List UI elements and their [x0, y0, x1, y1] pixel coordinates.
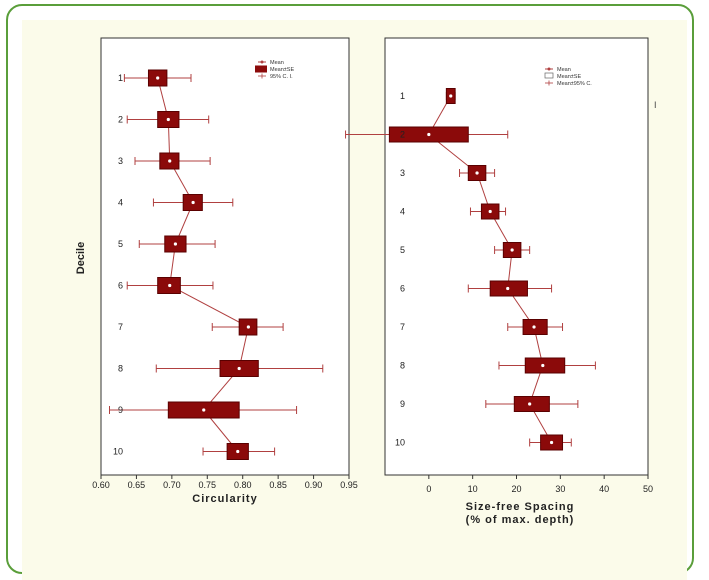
- y-category-label: 9: [400, 399, 405, 409]
- x-tick-label: 30: [555, 484, 565, 494]
- y-category-label: 8: [118, 364, 123, 374]
- x-tick-label: 40: [599, 484, 609, 494]
- mean-line: [428, 95, 553, 443]
- y-category-label: 10: [395, 438, 405, 448]
- x-axis-label: Circularity: [192, 493, 257, 505]
- mean-point: [488, 209, 492, 214]
- mean-point: [528, 402, 532, 406]
- mean-point: [549, 440, 554, 445]
- x-tick-label: 0: [426, 484, 431, 494]
- y-category-label: 4: [400, 207, 405, 217]
- chart-1: [100, 37, 350, 479]
- mean-point: [168, 283, 172, 288]
- mean-point: [236, 449, 240, 454]
- y-category-label: 10: [113, 447, 123, 457]
- mean-point: [202, 408, 206, 412]
- x-tick-label: 0.65: [128, 480, 146, 490]
- legend-mean-dot: [547, 67, 551, 71]
- mean-point: [237, 366, 241, 371]
- y-category-label: 7: [118, 322, 123, 332]
- x-axis-label-line1: Size-free Spacing: [466, 501, 575, 513]
- y-category-label: 2: [400, 130, 405, 140]
- y-category-label: 6: [400, 284, 405, 294]
- mean-point: [168, 159, 172, 163]
- legend-box-swatch: [255, 65, 267, 73]
- legend-label: Mean±SE: [557, 74, 581, 80]
- x-tick-label: 10: [468, 484, 478, 494]
- legend-mean-dot: [260, 60, 264, 64]
- y-category-label: 5: [400, 245, 405, 255]
- x-tick-label: 0.90: [305, 480, 323, 490]
- y-category-label: 1: [118, 73, 123, 83]
- mean-point: [156, 76, 160, 80]
- mean-point: [246, 325, 250, 329]
- legend-box-swatch: [544, 72, 554, 79]
- y-axis-label: Decile: [75, 242, 87, 274]
- y-category-label: 9: [118, 405, 123, 415]
- x-tick-label: 0.75: [199, 480, 217, 490]
- y-category-label: 3: [118, 156, 123, 166]
- se-box: [513, 396, 550, 412]
- x-tick-label: 0.95: [340, 480, 358, 490]
- mean-point: [541, 363, 545, 368]
- y-category-label: 5: [118, 239, 123, 249]
- legend-label: Mean: [557, 67, 571, 73]
- y-category-label: 3: [400, 168, 405, 178]
- x-tick-label: 0.60: [92, 480, 110, 490]
- x-tick-label: 50: [643, 484, 653, 494]
- x-axis-label-line2: (% of max. depth): [466, 514, 575, 526]
- mean-point: [191, 200, 195, 205]
- y-category-label: 4: [118, 198, 123, 208]
- x-tick-label: 0.85: [269, 480, 287, 490]
- figure-svg: 0.60 0.65 0.70 0.75 0.80 0.85 0.90 0.95 1 2 3 4 5 6 7 8…: [75, 37, 657, 526]
- mean-point: [532, 325, 536, 329]
- mean-point: [506, 286, 510, 291]
- mean-point: [166, 117, 170, 122]
- mean-point: [475, 171, 479, 175]
- y-category-label: 6: [118, 281, 123, 291]
- legend-label: Mean±95% C.: [557, 81, 592, 87]
- mean-point: [427, 132, 431, 137]
- legend-label: Mean±SE: [270, 67, 294, 73]
- mean-point: [510, 248, 514, 252]
- x-tick-label: 0.80: [234, 480, 252, 490]
- chart-2: [345, 37, 649, 479]
- legend-label: 95% C. I.: [270, 74, 293, 80]
- y-category-label: 1: [400, 91, 405, 101]
- y-category-label: 8: [400, 361, 405, 371]
- se-box: [524, 357, 566, 374]
- mean-point: [173, 242, 177, 246]
- mean-point: [449, 94, 453, 98]
- x-tick-label: 0.70: [163, 480, 181, 490]
- mean-line: [157, 77, 249, 452]
- x-tick-label: 20: [511, 484, 521, 494]
- y-category-label: 7: [400, 322, 405, 332]
- legend-label: Mean: [270, 60, 284, 66]
- y-category-label: 2: [118, 115, 123, 125]
- side-mark: I: [654, 100, 657, 110]
